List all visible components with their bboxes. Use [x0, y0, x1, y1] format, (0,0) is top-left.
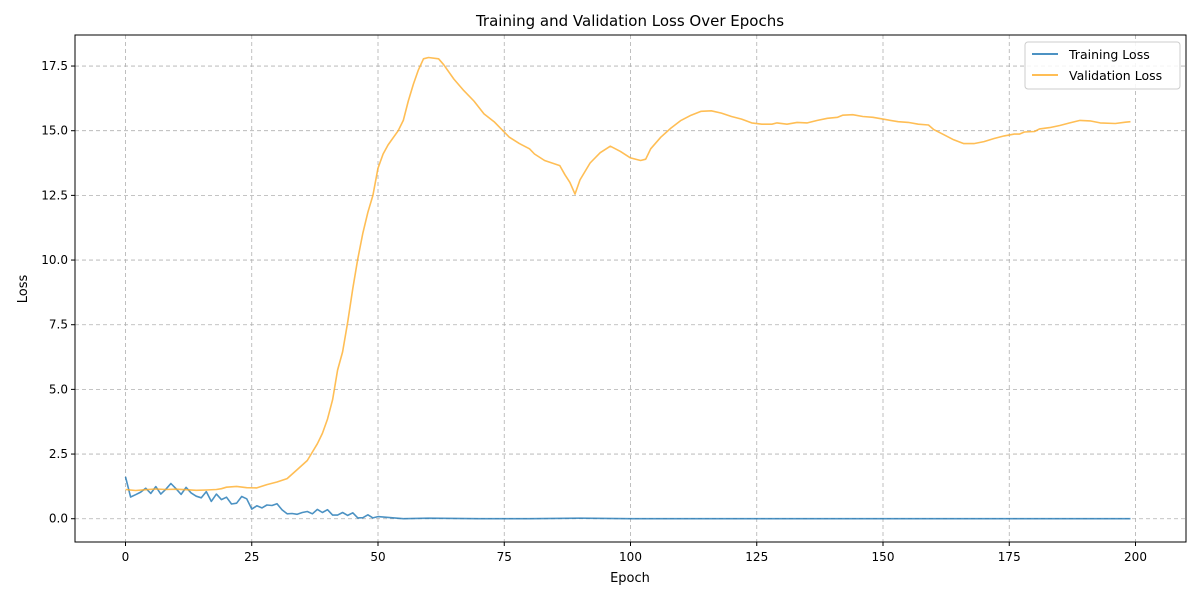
axis-ticks: 0 25 50 75 100 125 150 175 200 0.0 2.5 5.0 7.5 10.0 12…: [41, 59, 1147, 564]
y-tick-label: 5.0: [49, 382, 68, 396]
y-tick-label: 2.5: [49, 447, 68, 461]
legend-label-validation: Validation Loss: [1069, 68, 1162, 83]
y-tick-label: 12.5: [41, 188, 68, 202]
y-axis-label: Loss: [16, 275, 31, 304]
series-lines: [124, 56, 1131, 520]
y-tick-label: 17.5: [41, 59, 68, 73]
training-loss-line: [124, 476, 1131, 520]
validation-loss-line: [125, 56, 1131, 492]
y-tick-label: 15.0: [41, 124, 68, 138]
x-tick-label: 75: [497, 550, 512, 564]
legend-box: [1024, 41, 1181, 90]
chart-title: Training and Validation Loss Over Epochs: [475, 12, 784, 30]
x-axis-label: Epoch: [610, 571, 650, 586]
legend: Training Loss Validation Loss: [1024, 41, 1181, 90]
x-tick-label: 50: [370, 550, 385, 564]
x-tick-label: 125: [745, 550, 768, 564]
x-tick-label: 25: [244, 550, 259, 564]
y-tick-label: 0.0: [49, 512, 68, 526]
x-tick-label: 175: [998, 550, 1021, 564]
x-tick-label: 150: [872, 550, 895, 564]
y-tick-label: 7.5: [49, 318, 68, 332]
legend-label-training: Training Loss: [1068, 47, 1150, 62]
x-tick-label: 0: [122, 550, 130, 564]
x-tick-label: 200: [1124, 550, 1147, 564]
y-tick-label: 10.0: [41, 253, 68, 267]
x-tick-label: 100: [619, 550, 642, 564]
